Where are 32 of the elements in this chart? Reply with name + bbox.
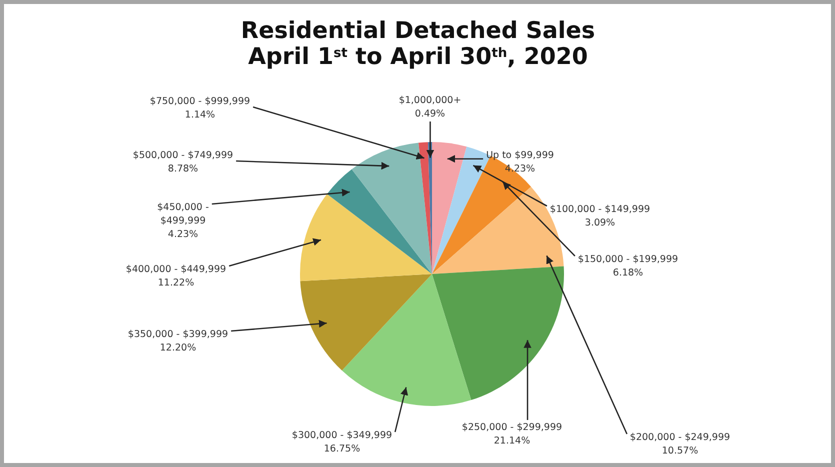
pie-slice [418, 142, 432, 274]
data-label: 3.09% [584, 218, 616, 228]
slice-label: $500,000 - $749,999 [132, 150, 234, 161]
slice-label: $750,000 - $999,999 [150, 96, 250, 107]
pie-slice [300, 194, 432, 282]
slice-label: $1,000,000+ [398, 95, 462, 106]
data-label: 21.14% [494, 436, 530, 446]
slice-label: Up to $99,999 [486, 150, 554, 161]
slice-label: $250,000 - $299,999 [462, 422, 562, 433]
data-label: 4.23% [168, 229, 198, 240]
data-label: 1.14% [184, 110, 216, 120]
pie-slice [342, 274, 472, 406]
pie-slice [432, 142, 467, 274]
slice-label: $150,000 - $199,999 [578, 254, 678, 265]
slice-label: $400,000 - $449,999 [126, 264, 226, 275]
pie-slice [327, 169, 432, 274]
slice-label: $200,000 - $249,999 [630, 432, 730, 443]
data-label: 12.20% [160, 342, 196, 354]
slice-label: $300,000 - $349,999 [292, 430, 392, 441]
data-label: 0.49% [414, 108, 446, 120]
pie-slice [300, 274, 432, 371]
chart-title: Residential Detached Sales April 1$^{st}$ to April 30$^{th}$, 2020 [240, 18, 596, 70]
data-label: 10.57% [662, 446, 698, 456]
pie-slice [352, 142, 432, 274]
pie-slice [432, 266, 564, 400]
data-label: 6.18% [612, 268, 644, 278]
data-label: 16.75% [324, 444, 360, 454]
data-label: 11.22% [158, 278, 194, 288]
slice-label: $450,000 - $499,999 [157, 202, 209, 226]
data-label: 8.78% [168, 164, 198, 174]
slice-label: $100,000 - $149,999 [550, 204, 650, 215]
slice-label: $350,000 - $399,999 [128, 329, 228, 340]
